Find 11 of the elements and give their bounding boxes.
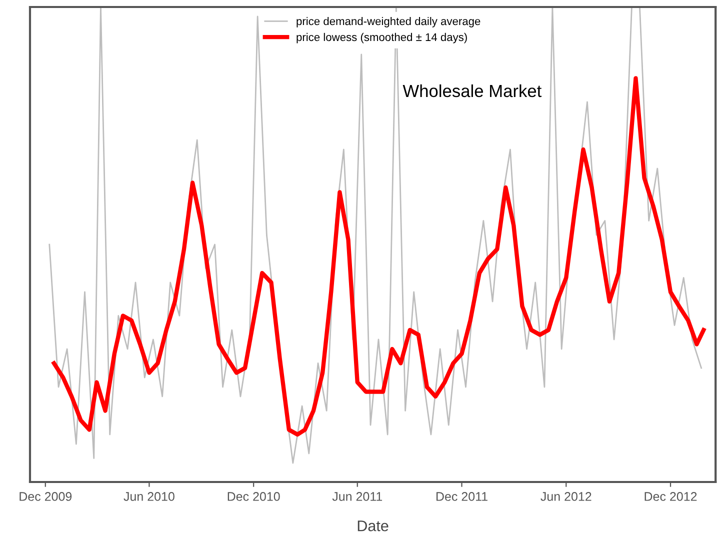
x-tick-label: Dec 2012 (644, 492, 697, 501)
legend-label: price demand-weighted daily average (296, 17, 480, 28)
x-tick-label: Jun 2011 (332, 492, 382, 501)
x-tick-label: Jun 2010 (124, 492, 174, 501)
x-tick-label: Jun 2012 (540, 492, 592, 501)
x-tick-label: Dec 2011 (436, 492, 488, 501)
text: Wholesale Market (402, 84, 542, 98)
x-axis-title: Date (358, 520, 388, 532)
x-tick-label: Dec 2010 (228, 492, 280, 501)
x-tick-label: Dec 2009 (20, 492, 72, 501)
legend-label: price lowess (smoothed ± 14 days) (296, 32, 467, 44)
